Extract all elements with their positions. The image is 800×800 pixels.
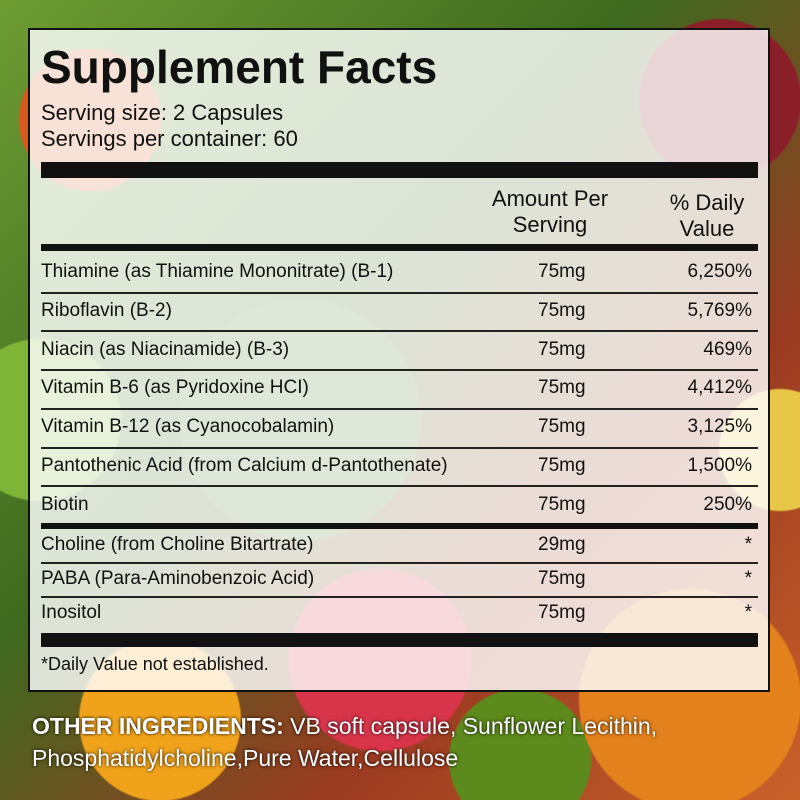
daily-value: 5,769% bbox=[687, 300, 752, 322]
divider bbox=[41, 632, 758, 647]
amount: 75mg bbox=[538, 493, 586, 515]
row-divider bbox=[41, 407, 758, 410]
row-divider bbox=[41, 369, 758, 372]
serving-size: Serving size: 2 Capsules bbox=[41, 100, 284, 125]
daily-value: 3,125% bbox=[687, 416, 752, 438]
row-divider bbox=[41, 561, 758, 564]
ingredient-name: Biotin bbox=[41, 493, 89, 515]
ingredient-name: PABA (Para-Aminobenzoic Acid) bbox=[41, 567, 315, 589]
divider bbox=[41, 244, 758, 251]
daily-value-header: % Daily Value bbox=[669, 190, 745, 241]
daily-value: 6,250% bbox=[687, 261, 752, 283]
row-divider bbox=[41, 291, 758, 294]
ingredient-name: Thiamine (as Thiamine Mononitrate) (B-1) bbox=[41, 261, 394, 283]
divider bbox=[41, 162, 758, 178]
row-divider bbox=[41, 330, 758, 333]
other-ingredients-text: VB soft capsule, Sunflower Lecithin, Pho… bbox=[32, 713, 658, 771]
ingredient-name: Choline (from Choline Bitartrate) bbox=[41, 533, 314, 555]
other-ingredients: OTHER INGREDIENTS: VB soft capsule, Sunf… bbox=[32, 710, 782, 774]
amount: 75mg bbox=[538, 261, 586, 283]
servings-per-container: Servings per container: 60 bbox=[41, 126, 298, 151]
amount: 75mg bbox=[538, 338, 586, 360]
amount: 75mg bbox=[538, 601, 586, 623]
amount: 75mg bbox=[538, 567, 586, 589]
row-divider bbox=[41, 446, 758, 449]
supplement-facts-panel: Supplement Facts Serving size: 2 Capsule… bbox=[28, 28, 770, 692]
daily-value: 250% bbox=[703, 493, 752, 515]
title: Supplement Facts bbox=[41, 41, 438, 93]
daily-value: 4,412% bbox=[687, 377, 752, 399]
daily-value: * bbox=[744, 567, 752, 589]
amount: 75mg bbox=[538, 377, 586, 399]
daily-value: * bbox=[744, 533, 752, 555]
ingredient-name: Pantothenic Acid (from Calcium d-Pantoth… bbox=[41, 454, 448, 476]
amount: 75mg bbox=[538, 300, 586, 322]
daily-value: 1,500% bbox=[687, 454, 752, 476]
row-divider bbox=[41, 485, 758, 488]
footnote: *Daily Value not established. bbox=[41, 654, 269, 674]
daily-value: 469% bbox=[703, 338, 752, 360]
ingredient-name: Inositol bbox=[41, 601, 102, 623]
amount: 75mg bbox=[538, 454, 586, 476]
row-divider bbox=[41, 595, 758, 598]
amount: 29mg bbox=[538, 533, 586, 555]
amount-header: Amount Per Serving bbox=[491, 186, 609, 237]
other-ingredients-label: OTHER INGREDIENTS: bbox=[32, 713, 284, 739]
amount: 75mg bbox=[538, 416, 586, 438]
ingredient-name: Vitamin B-12 (as Cyanocobalamin) bbox=[41, 416, 335, 438]
daily-value: * bbox=[744, 601, 752, 623]
ingredient-name: Vitamin B-6 (as Pyridoxine HCI) bbox=[41, 377, 309, 399]
ingredient-name: Niacin (as Niacinamide) (B-3) bbox=[41, 338, 290, 360]
ingredient-name: Riboflavin (B-2) bbox=[41, 300, 172, 322]
group-divider bbox=[41, 522, 758, 529]
